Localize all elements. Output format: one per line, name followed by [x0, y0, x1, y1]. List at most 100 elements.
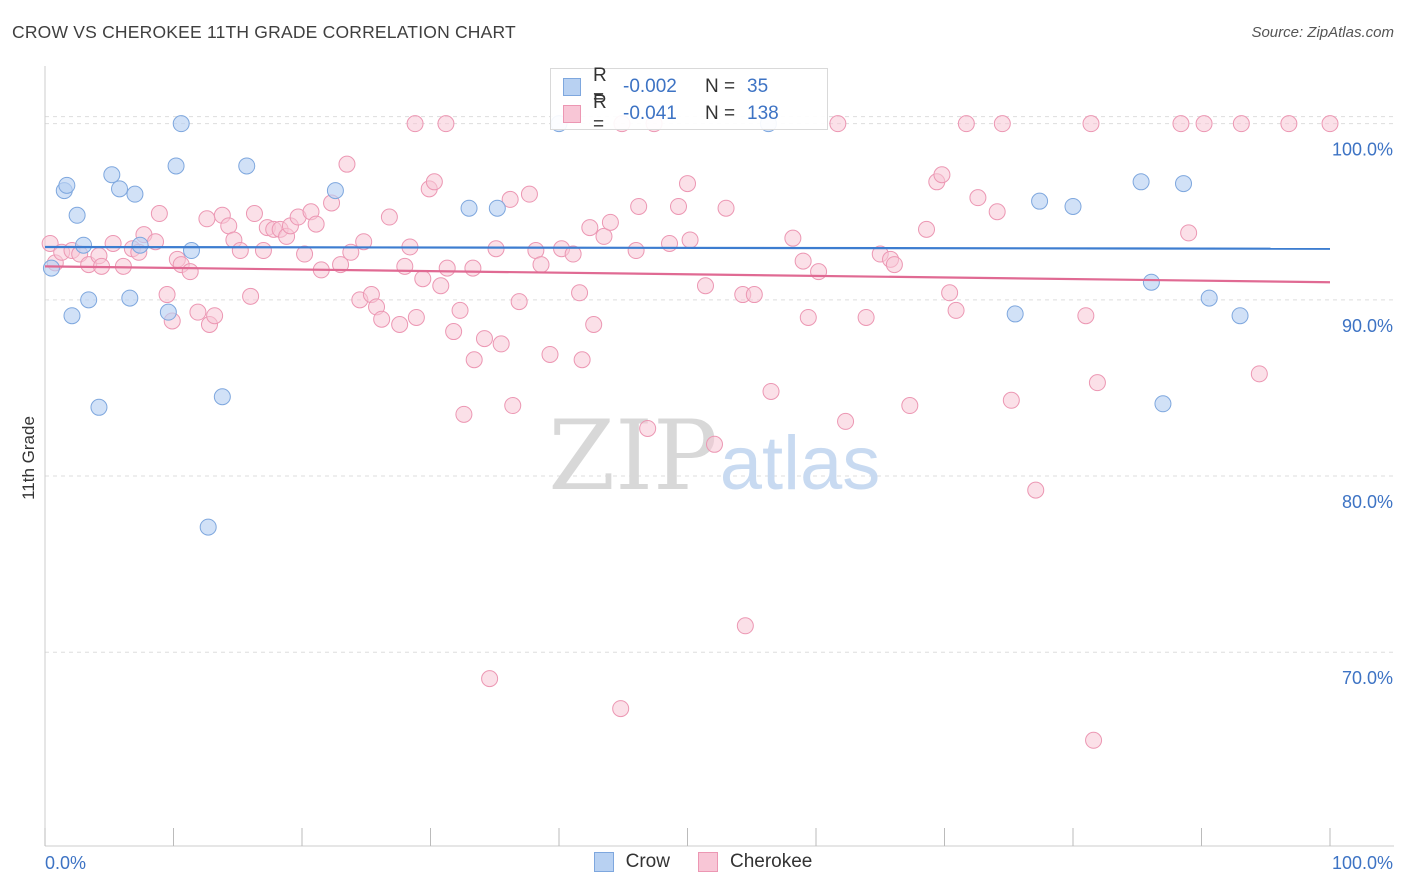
- stats-legend: R = -0.002 N = 35 R = -0.041 N = 138: [550, 65, 828, 135]
- cherokee-point: [1321, 115, 1339, 133]
- cherokee-point: [1195, 115, 1213, 133]
- cherokee-point: [520, 185, 538, 203]
- cherokee-point: [432, 277, 450, 295]
- legend-swatch-cherokee: [697, 852, 718, 872]
- cherokee-point: [745, 286, 763, 304]
- cherokee-point: [564, 245, 582, 263]
- crow-point: [131, 236, 149, 254]
- cherokee-point: [947, 301, 965, 319]
- legend-r-value: -0.002: [623, 76, 677, 97]
- cherokee-point: [150, 205, 168, 223]
- cherokee-point: [585, 316, 603, 334]
- crow-point: [213, 388, 231, 406]
- legend-item-cherokee: Cherokee: [697, 851, 813, 873]
- crow-point: [111, 180, 129, 198]
- cherokee-point: [918, 220, 936, 238]
- cherokee-point: [1077, 307, 1095, 325]
- cherokee-point: [406, 115, 424, 133]
- crow-point: [1175, 175, 1193, 193]
- cherokee-point: [198, 210, 216, 228]
- crow-point: [121, 289, 139, 307]
- cherokee-point: [988, 203, 1006, 221]
- cherokee-point: [681, 231, 699, 249]
- legend-swatch-crow: [563, 78, 581, 96]
- crow-point: [159, 303, 177, 321]
- cherokee-point: [189, 303, 207, 321]
- legend-swatch-cherokee: [563, 105, 581, 123]
- cherokee-trend-line: [44, 265, 1331, 284]
- crow-point: [1132, 173, 1150, 191]
- crow-points: [42, 115, 1249, 536]
- cherokee-point: [373, 310, 391, 328]
- cherokee-point: [799, 308, 817, 326]
- cherokee-point: [242, 287, 260, 305]
- cherokee-point: [527, 242, 545, 260]
- cherokee-point: [885, 256, 903, 274]
- chart-title: CROW VS CHEROKEE 11TH GRADE CORRELATION …: [12, 22, 516, 42]
- grid: [45, 116, 1394, 653]
- crow-trend-line: [44, 245, 1331, 250]
- cherokee-point: [1082, 115, 1100, 133]
- cherokee-point: [679, 175, 696, 193]
- crow-point: [63, 307, 81, 325]
- crow-point: [1031, 192, 1049, 210]
- cherokee-point: [993, 115, 1011, 133]
- watermark-zip: ZIP: [548, 400, 717, 512]
- cherokee-point: [510, 293, 528, 311]
- cherokee-point: [784, 229, 802, 247]
- cherokee-point: [464, 259, 482, 277]
- y-tick-label: 80.0%: [1342, 492, 1393, 512]
- legend-label-cherokee: Cherokee: [729, 851, 813, 872]
- cherokee-point: [504, 397, 522, 415]
- y-tick-label: 70.0%: [1342, 668, 1393, 688]
- legend-n-value: 35: [747, 76, 769, 97]
- crow-point: [103, 166, 121, 184]
- series-legend: Crow Cherokee: [0, 851, 1406, 873]
- legend-row-cherokee: R = -0.041 N = 138: [563, 92, 779, 135]
- cherokee-point: [581, 219, 599, 237]
- legend-r-label: R =: [593, 65, 607, 108]
- cherokee-point: [794, 252, 812, 270]
- crow-point: [75, 236, 93, 254]
- cherokee-point: [487, 240, 505, 258]
- legend-swatch-crow: [593, 852, 614, 872]
- cherokee-point: [355, 233, 373, 251]
- legend-row-crow: R = -0.002 N = 35: [563, 65, 769, 108]
- cherokee-point: [380, 208, 398, 226]
- cherokee-point: [595, 227, 613, 245]
- cherokee-point: [941, 284, 959, 302]
- cherokee-point: [573, 351, 591, 369]
- cherokee-point: [810, 263, 828, 281]
- axes: [44, 66, 1394, 847]
- cherokee-point: [639, 419, 657, 437]
- cherokee-point: [307, 215, 325, 233]
- crow-point: [199, 518, 217, 536]
- cherokee-point: [901, 397, 919, 415]
- cherokee-point: [1250, 365, 1268, 383]
- cherokee-point: [206, 307, 224, 325]
- cherokee-point: [438, 259, 456, 277]
- cherokee-point: [407, 308, 425, 326]
- cherokee-point: [837, 412, 855, 430]
- crow-point: [1064, 197, 1082, 215]
- cherokee-point: [571, 284, 589, 302]
- crow-point: [68, 206, 86, 224]
- cherokee-point: [1280, 115, 1298, 133]
- crow-point: [488, 199, 506, 217]
- cherokee-point: [1232, 115, 1250, 133]
- cherokee-point: [465, 351, 483, 369]
- cherokee-point: [717, 199, 735, 217]
- crow-point: [126, 185, 144, 203]
- x-tick-label: 100.0%: [1332, 853, 1393, 873]
- cherokee-point: [158, 286, 176, 304]
- cherokee-point: [455, 405, 473, 423]
- crow-point: [58, 176, 76, 194]
- y-tick-label: 100.0%: [1332, 140, 1393, 160]
- cherokee-point: [829, 115, 847, 133]
- tick-labels: 70.0% 80.0% 90.0% 100.0% 0.0% 100.0%: [45, 140, 1393, 873]
- cherokee-point: [762, 382, 780, 400]
- crow-point: [460, 199, 478, 217]
- cherokee-point: [661, 234, 679, 252]
- cherokee-point: [1088, 374, 1106, 392]
- crow-point: [42, 259, 60, 277]
